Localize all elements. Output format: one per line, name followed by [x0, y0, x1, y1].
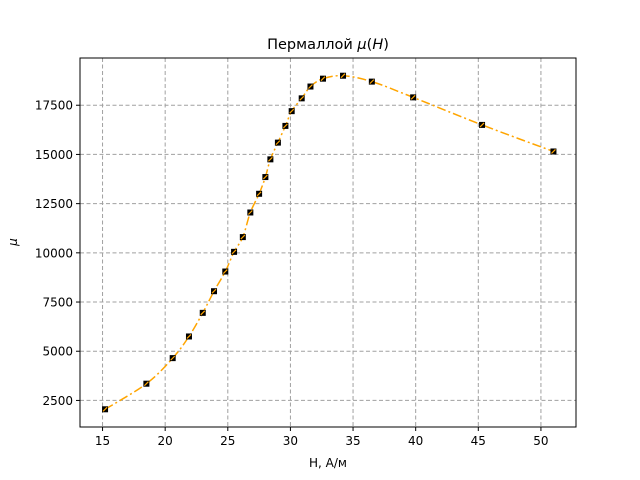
x-tick-label: 25	[220, 434, 235, 448]
x-tick-label: 35	[345, 434, 360, 448]
data-point-line-overlay	[143, 381, 149, 387]
y-tick-label: 2500	[42, 394, 73, 408]
x-tick-label: 40	[408, 434, 423, 448]
x-tick-label: 30	[283, 434, 298, 448]
data-point-line-overlay	[289, 108, 295, 114]
marker-layer	[102, 72, 557, 413]
x-tick-label: 45	[471, 434, 486, 448]
plot-frame	[79, 57, 577, 428]
data-point-line-overlay	[102, 406, 108, 412]
data-point-line-overlay	[410, 94, 416, 100]
data-point-line-overlay	[299, 95, 305, 101]
data-point-line-overlay	[320, 76, 326, 82]
x-tick-label: 50	[533, 434, 548, 448]
data-point-line-overlay	[211, 288, 217, 294]
data-point-line-overlay	[262, 174, 268, 180]
grid-lines	[80, 58, 576, 427]
y-tick-label: 10000	[35, 246, 73, 260]
chart-title: Пермаллой μ(H)	[267, 37, 389, 53]
y-tick-label: 15000	[35, 148, 73, 162]
data-point-line-overlay	[247, 210, 253, 215]
y-tick-label: 12500	[35, 197, 73, 211]
data-point-line-overlay	[267, 156, 273, 162]
data-point-line-overlay	[275, 140, 281, 146]
data-point-line-overlay	[200, 310, 206, 316]
y-tick-label: 7500	[42, 296, 73, 310]
data-point-line-overlay	[240, 234, 246, 240]
data-point-line-overlay	[479, 122, 485, 128]
x-tick-label: 15	[95, 434, 110, 448]
data-point-line-overlay	[551, 149, 556, 154]
data-point-line-overlay	[282, 123, 288, 129]
data-point-line-overlay	[222, 269, 228, 274]
y-tick-label: 17500	[35, 99, 73, 113]
data-point-line-overlay	[186, 334, 192, 339]
data-point-line-overlay	[308, 84, 313, 89]
y-tick-label: 5000	[42, 345, 73, 359]
y-axis-ticks: 2500 5000 7500 10000 12500 15000 17500	[35, 99, 80, 408]
data-point-line-overlay	[231, 249, 237, 255]
x-axis-ticks: 15 20 25 30 35 40 45 50	[95, 427, 549, 448]
data-point-line-overlay	[256, 191, 262, 197]
data-point-line-overlay	[340, 73, 346, 79]
x-axis-label: H, А/м	[309, 456, 347, 470]
y-axis-label: μ	[6, 238, 20, 247]
data-point-line-overlay	[170, 355, 176, 361]
x-tick-label: 20	[158, 434, 173, 448]
data-point-line-overlay	[369, 79, 375, 85]
